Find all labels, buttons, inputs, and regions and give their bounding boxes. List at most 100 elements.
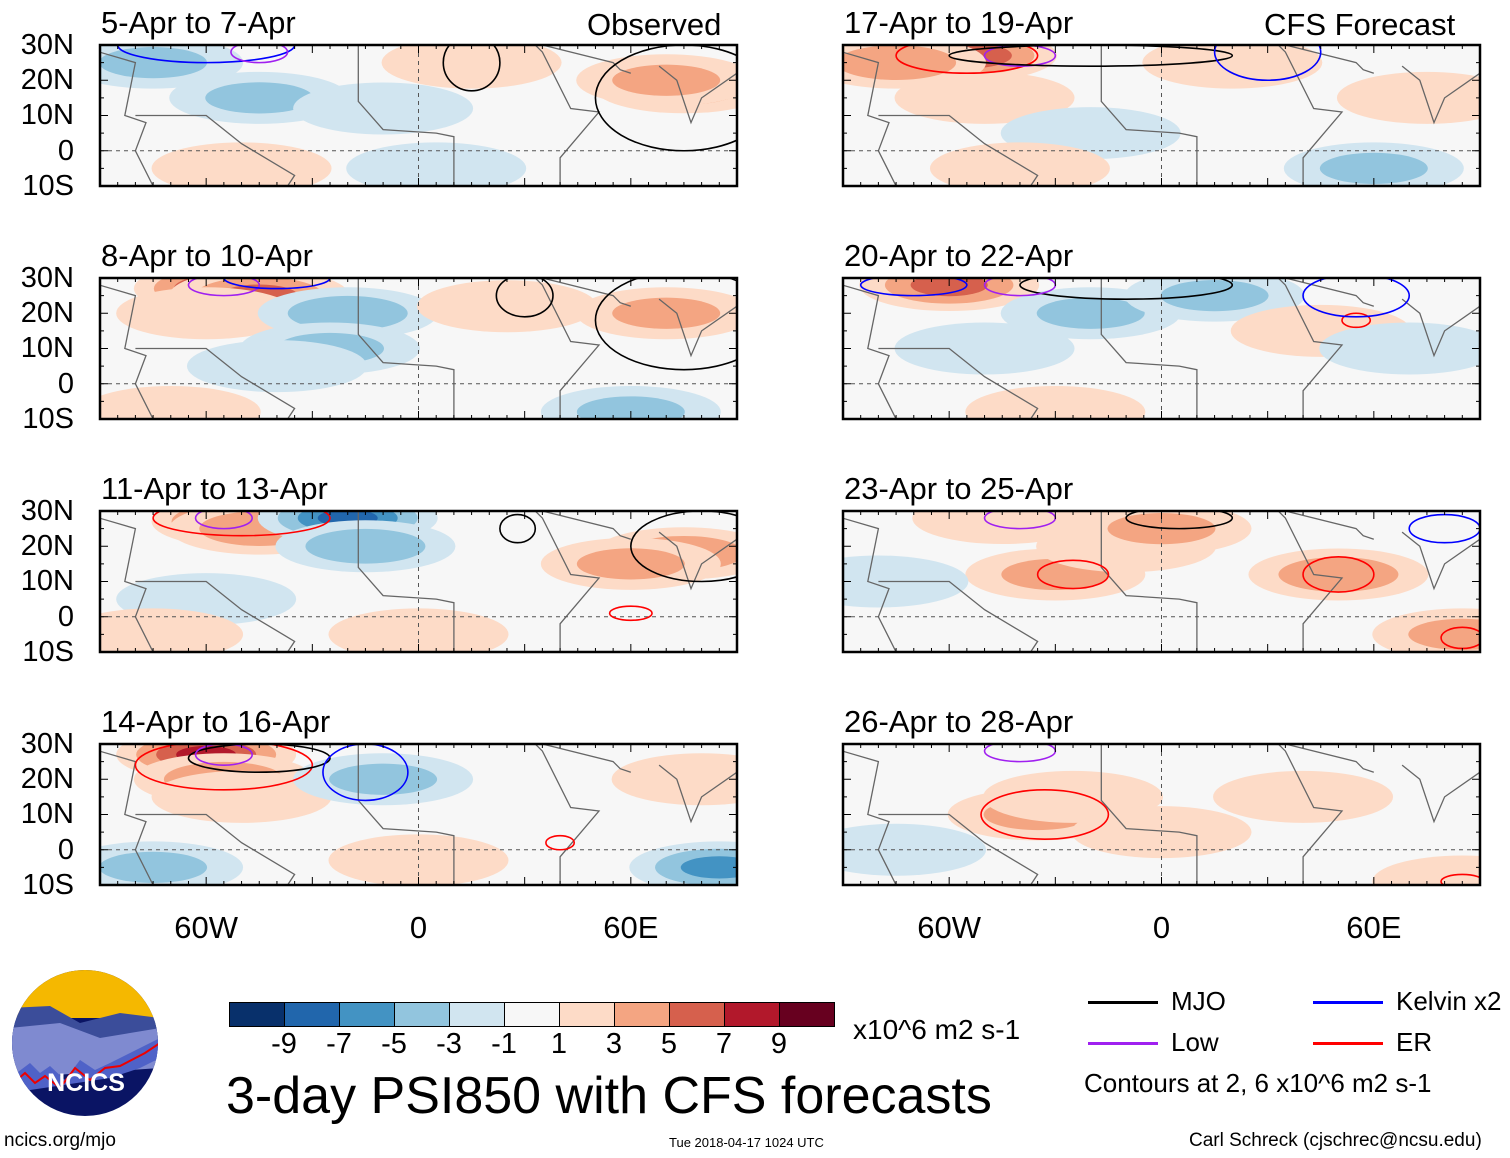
low-contour <box>194 744 253 766</box>
colorbar-swatch <box>285 1003 340 1026</box>
coastline <box>1401 298 1480 358</box>
colorbar-units: x10^6 m2 s-1 <box>853 1014 1021 1045</box>
mjo-contour <box>594 45 737 152</box>
timestamp: Tue 2018-04-17 1024 UTC <box>669 1135 824 1150</box>
er-contour <box>895 45 1039 74</box>
lat-label: 30N <box>20 262 74 294</box>
lon-label: 60W <box>174 910 239 945</box>
anomaly-shading <box>100 385 261 419</box>
er-contour <box>152 511 331 537</box>
coastline <box>1101 278 1344 419</box>
anomaly-shading <box>116 287 297 340</box>
lat-label: 20N <box>20 763 74 796</box>
anomaly-shading <box>843 823 987 876</box>
coastline <box>1285 511 1375 540</box>
coastline <box>100 517 154 652</box>
colorbar-tick-label: 3 <box>605 1028 623 1060</box>
mjo-contour <box>1125 511 1234 530</box>
kelvin-contour <box>1213 45 1322 82</box>
colorbar-tick-label: -9 <box>271 1028 297 1060</box>
anomaly-shading <box>287 295 408 331</box>
lat-label: 10S <box>22 169 74 202</box>
coastline <box>1401 764 1480 824</box>
anomaly-shading <box>100 851 208 883</box>
coastline <box>357 278 455 419</box>
anomaly-shading <box>1319 322 1480 375</box>
coastline <box>100 750 154 885</box>
coastline <box>843 51 897 186</box>
kelvin-contour <box>859 278 968 297</box>
lon-label: 0 <box>409 910 428 945</box>
anomaly-shading <box>965 385 1146 419</box>
mjo-contour <box>499 513 537 544</box>
colorbar-swatch <box>725 1003 780 1026</box>
low-contour <box>230 45 289 64</box>
coastline <box>658 298 737 358</box>
coastline <box>1401 65 1480 125</box>
mjo-contour <box>442 45 501 92</box>
colorbar-swatch <box>450 1003 505 1026</box>
anomaly-shading <box>346 142 527 186</box>
coastline <box>100 284 154 419</box>
anomaly-shading <box>611 753 737 806</box>
coastline <box>357 45 455 186</box>
colorbar-tick-label: -3 <box>436 1028 462 1060</box>
er-contour <box>608 605 653 622</box>
mjo-legend-line <box>1088 1001 1158 1004</box>
lat-label: 10N <box>20 332 74 365</box>
anomaly-shading <box>680 856 737 879</box>
coastline <box>135 347 296 419</box>
low-contour <box>983 45 1057 67</box>
er-contour <box>134 744 314 791</box>
er-contour <box>980 789 1110 840</box>
coastline <box>878 580 1039 652</box>
coastline <box>1100 744 1198 885</box>
anomaly-shading <box>910 278 988 297</box>
coastline <box>1101 744 1344 885</box>
lon-label: 60W <box>917 910 982 945</box>
anomaly-shading <box>100 608 244 652</box>
er-contour <box>1302 556 1375 593</box>
lat-label: 30N <box>20 29 74 61</box>
map-panel <box>98 509 739 654</box>
colorbar-tick-label: -5 <box>381 1028 407 1060</box>
colorbar-tick-label: 9 <box>770 1028 788 1060</box>
lat-label: 10S <box>22 868 74 901</box>
colorbar-swatch <box>340 1003 395 1026</box>
anomaly-shading <box>329 763 438 795</box>
anomaly-shading <box>100 47 208 79</box>
panel-title: 8-Apr to 10-Apr <box>101 238 313 273</box>
low-contour <box>187 278 261 297</box>
map-panel <box>98 276 739 421</box>
anomaly-shading <box>1142 45 1323 89</box>
anomaly-shading <box>843 45 957 80</box>
anomaly-shading <box>151 142 332 186</box>
er-contour <box>1341 312 1372 329</box>
author-credit: Carl Schreck (cjschrec@ncsu.edu) <box>1189 1130 1482 1151</box>
kelvin-contour <box>1302 278 1411 318</box>
colorbar-tick-label: 1 <box>550 1028 568 1060</box>
panel-title: 20-Apr to 22-Apr <box>844 238 1074 273</box>
coastline <box>658 531 737 591</box>
lat-label: 30N <box>20 495 74 527</box>
coastline <box>135 114 296 186</box>
anomaly-shading <box>151 770 332 823</box>
lat-label: 10N <box>20 99 74 132</box>
anomaly-shading <box>1278 557 1399 592</box>
panel-title: 17-Apr to 19-Apr <box>844 5 1074 40</box>
colorbar-swatch <box>560 1003 615 1026</box>
coastline <box>1285 278 1375 307</box>
website-link[interactable]: ncics.org/mjo <box>4 1130 116 1151</box>
coastline <box>358 511 601 652</box>
coastline <box>135 813 296 885</box>
panel-title: 5-Apr to 7-Apr <box>101 5 296 40</box>
colorbar-swatch <box>615 1003 670 1026</box>
anomaly-shading <box>612 297 721 329</box>
anomaly-shading <box>328 608 509 652</box>
map-panel <box>98 742 739 887</box>
panel-title: 26-Apr to 28-Apr <box>844 704 1074 739</box>
mjo-contour <box>630 511 737 583</box>
coastline <box>1100 511 1198 652</box>
er-legend-line <box>1313 1042 1383 1045</box>
map-panel <box>841 43 1482 188</box>
